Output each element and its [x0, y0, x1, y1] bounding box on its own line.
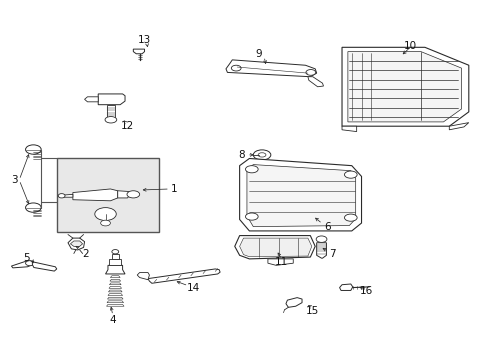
- Polygon shape: [267, 259, 293, 265]
- Polygon shape: [11, 261, 32, 268]
- Polygon shape: [339, 284, 352, 291]
- Polygon shape: [109, 287, 122, 288]
- Polygon shape: [246, 165, 355, 226]
- Ellipse shape: [58, 194, 65, 198]
- Text: 3: 3: [11, 175, 18, 185]
- Text: 1: 1: [170, 184, 177, 194]
- Polygon shape: [448, 123, 468, 130]
- Ellipse shape: [253, 150, 270, 160]
- Polygon shape: [73, 189, 118, 201]
- Text: 13: 13: [138, 35, 151, 45]
- Ellipse shape: [112, 249, 119, 254]
- Ellipse shape: [105, 117, 117, 123]
- Ellipse shape: [258, 153, 265, 157]
- Text: 8: 8: [238, 150, 245, 160]
- Ellipse shape: [101, 220, 110, 226]
- Ellipse shape: [245, 166, 258, 173]
- Text: 4: 4: [109, 315, 116, 325]
- Ellipse shape: [25, 145, 41, 154]
- Ellipse shape: [344, 171, 356, 178]
- Polygon shape: [32, 262, 57, 271]
- Polygon shape: [107, 105, 115, 117]
- Polygon shape: [68, 238, 84, 250]
- Polygon shape: [107, 297, 123, 299]
- Ellipse shape: [25, 261, 34, 266]
- Ellipse shape: [25, 203, 41, 212]
- Text: 10: 10: [403, 41, 416, 50]
- Polygon shape: [110, 276, 120, 278]
- Polygon shape: [107, 301, 123, 303]
- Polygon shape: [347, 51, 461, 122]
- Polygon shape: [109, 283, 121, 285]
- Polygon shape: [234, 235, 315, 259]
- Polygon shape: [285, 298, 302, 307]
- Polygon shape: [341, 47, 468, 126]
- FancyBboxPatch shape: [57, 158, 159, 232]
- Polygon shape: [137, 273, 149, 280]
- Polygon shape: [84, 97, 98, 102]
- Text: 14: 14: [186, 283, 200, 293]
- Polygon shape: [316, 243, 326, 258]
- Polygon shape: [307, 77, 323, 87]
- Text: 6: 6: [324, 222, 330, 231]
- Polygon shape: [70, 241, 82, 247]
- Text: 7: 7: [328, 248, 335, 258]
- Polygon shape: [108, 294, 122, 296]
- Polygon shape: [110, 279, 121, 281]
- Ellipse shape: [245, 213, 258, 220]
- Ellipse shape: [316, 236, 326, 242]
- Polygon shape: [98, 94, 125, 105]
- Text: 11: 11: [274, 257, 287, 267]
- Polygon shape: [105, 265, 125, 274]
- Polygon shape: [239, 158, 361, 231]
- Text: 2: 2: [82, 248, 89, 258]
- Polygon shape: [148, 269, 220, 283]
- Polygon shape: [239, 238, 311, 257]
- Ellipse shape: [344, 214, 356, 221]
- Polygon shape: [106, 305, 124, 306]
- Polygon shape: [112, 253, 119, 259]
- Polygon shape: [118, 191, 130, 198]
- Polygon shape: [108, 290, 122, 292]
- Polygon shape: [341, 126, 356, 132]
- Text: 15: 15: [305, 306, 319, 316]
- Polygon shape: [63, 194, 73, 197]
- Polygon shape: [133, 49, 144, 54]
- Polygon shape: [225, 60, 316, 77]
- Text: 5: 5: [22, 253, 29, 263]
- Text: 16: 16: [359, 286, 372, 296]
- Ellipse shape: [127, 191, 140, 198]
- Polygon shape: [109, 259, 121, 265]
- Ellipse shape: [231, 65, 241, 71]
- Ellipse shape: [305, 69, 315, 75]
- Text: 9: 9: [255, 49, 262, 59]
- Text: 12: 12: [121, 121, 134, 131]
- Ellipse shape: [95, 208, 116, 221]
